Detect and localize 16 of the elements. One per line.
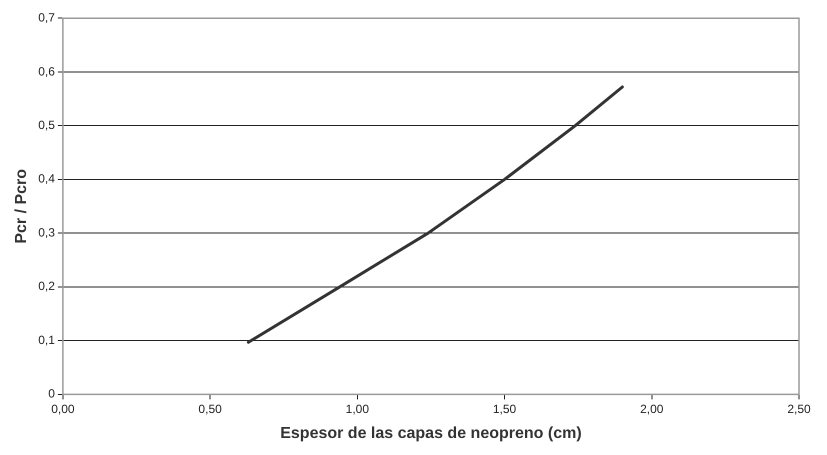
y-tick-label: 0,1: [38, 332, 56, 347]
y-tick-label: 0,7: [38, 10, 56, 25]
x-tick-label: 1,00: [346, 402, 370, 416]
x-axis-title: Espesor de las capas de neopreno (cm): [280, 424, 582, 442]
y-tick-label: 0,6: [38, 64, 56, 78]
y-tick-label: 0,5: [38, 118, 56, 132]
y-tick-label: 0,2: [38, 279, 56, 294]
x-tick-label: 0,00: [51, 402, 75, 416]
y-tick-label: 0: [48, 386, 56, 401]
x-tick-label: 0,50: [198, 402, 222, 416]
y-tick-label: 0,4: [38, 172, 56, 186]
x-tick-label: 1,50: [492, 402, 517, 416]
y-tick-label: 0,3: [38, 225, 56, 240]
y-axis-title: Pcr / Pcro: [13, 168, 30, 244]
x-tick-label: 2,00: [640, 402, 664, 416]
x-tick-label: 2,50: [787, 402, 811, 416]
